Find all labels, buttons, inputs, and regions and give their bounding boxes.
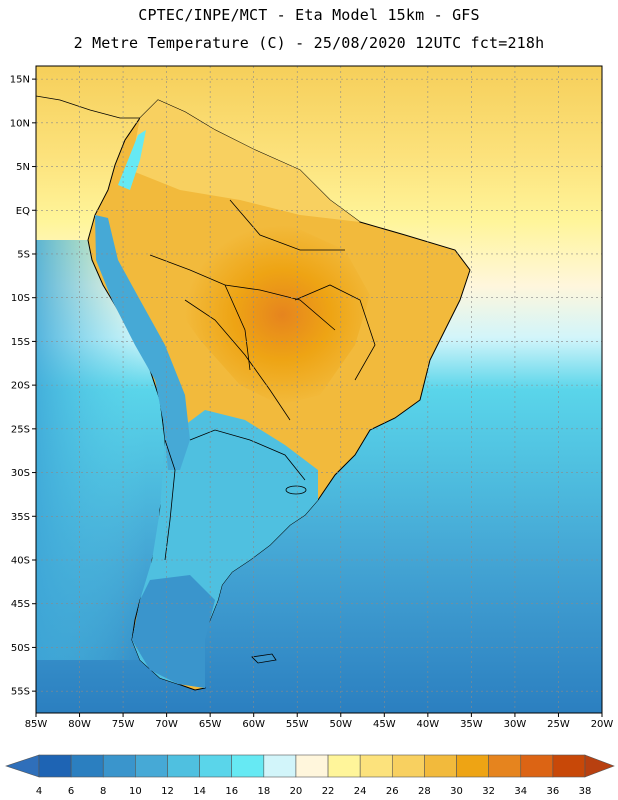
lat-tick-label: 50S: [11, 643, 30, 654]
colorbar-label: 8: [100, 786, 106, 797]
lon-tick-label: 25W: [547, 719, 570, 730]
lon-tick-label: 30W: [504, 719, 527, 730]
colorbar-swatch: [102, 754, 136, 778]
northern-land-band: [130, 100, 360, 222]
colorbar-swatch: [488, 754, 522, 778]
colorbar-swatch: [552, 754, 586, 778]
colorbar-label: 16: [225, 786, 238, 797]
colorbar-label: 20: [290, 786, 303, 797]
colorbar-swatch: [167, 754, 200, 778]
colombian-andes: [118, 130, 146, 190]
lon-tick-label: 70W: [155, 719, 178, 730]
colorbar-label: 18: [257, 786, 270, 797]
lat-tick-label: 35S: [11, 512, 30, 523]
colorbar-label: 6: [68, 786, 74, 797]
lagoa-dos-patos: [285, 485, 307, 495]
lat-tick-label: 10N: [10, 118, 30, 129]
colorbar-low-arrow: [5, 754, 40, 778]
longitude-labels: 85W 80W 75W 70W 65W 60W 55W 50W 45W 40W 35W 30W 25W 2…: [25, 719, 614, 730]
colorbar-label: 34: [514, 786, 527, 797]
colorbar-swatch: [327, 754, 361, 778]
title-line-1: CPTEC/INPE/MCT - Eta Model 15km - GFS: [138, 6, 480, 24]
colorbar-swatch: [231, 754, 265, 778]
colorbar-swatch: [359, 754, 393, 778]
axis-ticks: [32, 78, 603, 717]
amazon-hot-zone: [175, 225, 370, 405]
colorbar-swatch: [295, 754, 329, 778]
colorbar-label: 4: [36, 786, 42, 797]
lon-tick-label: 85W: [25, 719, 48, 730]
lat-tick-label: 45S: [11, 599, 30, 610]
colorbar-label: 22: [322, 786, 335, 797]
lat-tick-label: 15N: [10, 75, 30, 86]
colorbar-label: 26: [386, 786, 399, 797]
lat-tick-label: 15S: [11, 337, 30, 348]
colorbar-label: 38: [579, 786, 592, 797]
lon-tick-label: 60W: [242, 719, 265, 730]
colorbar-swatch: [391, 754, 425, 778]
colorbar-label: 30: [450, 786, 463, 797]
colorbar-swatch: [456, 754, 489, 778]
lon-tick-label: 75W: [112, 719, 135, 730]
colorbar-swatch: [70, 754, 104, 778]
colorbar-labels: 4 6 8 10 12 14 16 18 20 22 24 26 28 30 32 34 36 38: [36, 786, 592, 797]
lon-tick-label: 20W: [591, 719, 614, 730]
lat-tick-label: 20S: [11, 381, 30, 392]
lon-tick-label: 65W: [199, 719, 222, 730]
colorbar-label: 24: [354, 786, 367, 797]
colorbar-swatch: [520, 754, 554, 778]
title-line-2: 2 Metre Temperature (C) - 25/08/2020 12U…: [73, 34, 545, 52]
lon-tick-label: 45W: [373, 719, 396, 730]
latitude-labels: 15N 10N 5N EQ 5S 10S 15S 20S 25S 30S 35S 40S 45S 50S 5…: [10, 75, 30, 698]
lat-tick-label: 30S: [11, 468, 30, 479]
colorbar-label: 32: [482, 786, 495, 797]
colorbar: [5, 754, 615, 778]
colorbar-high-arrow: [584, 754, 615, 778]
lon-tick-label: 50W: [329, 719, 352, 730]
colorbar-swatch: [38, 754, 72, 778]
central-america-coast: [36, 95, 140, 119]
colorbar-label: 28: [418, 786, 431, 797]
lat-tick-label: 25S: [11, 424, 30, 435]
colorbar-swatch: [199, 754, 233, 778]
lat-tick-label: 10S: [11, 293, 30, 304]
lat-tick-label: EQ: [16, 206, 30, 217]
colorbar-label: 10: [129, 786, 142, 797]
patagonia-cold: [132, 575, 215, 688]
map-frame: [35, 65, 603, 714]
colorbar-label: 12: [161, 786, 174, 797]
lon-tick-label: 55W: [286, 719, 309, 730]
lat-tick-label: 55S: [11, 687, 30, 698]
lon-tick-label: 35W: [460, 719, 483, 730]
falkland-islands: [251, 653, 277, 664]
country-borders: [149, 199, 376, 561]
lat-tick-label: 40S: [11, 555, 30, 566]
colorbar-label: 14: [193, 786, 206, 797]
colorbar-swatch: [263, 754, 297, 778]
lat-tick-label: 5S: [17, 249, 30, 260]
andes-cold-strip: [95, 215, 190, 470]
grid-lines: [35, 66, 603, 713]
colorbar-label: 36: [547, 786, 560, 797]
lat-tick-label: 5N: [16, 162, 30, 173]
colorbar-swatch: [135, 754, 168, 778]
colorbar-swatch: [424, 754, 457, 778]
lon-tick-label: 40W: [417, 719, 440, 730]
lon-tick-label: 80W: [68, 719, 91, 730]
